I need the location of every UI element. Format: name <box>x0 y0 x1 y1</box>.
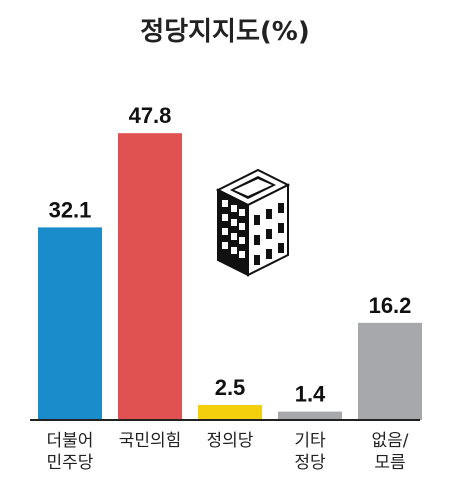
category-label-4-0: 없음/ <box>371 431 408 451</box>
category-label-3-0: 기타 <box>294 431 326 451</box>
value-label-1: 47.8 <box>129 103 172 128</box>
bar-4 <box>358 322 422 420</box>
bar-1 <box>118 133 182 420</box>
category-label-1-0: 국민의힘 <box>119 431 182 451</box>
value-label-4: 16.2 <box>369 293 412 318</box>
value-label-3: 1.4 <box>295 382 326 407</box>
category-label-0-0: 더불어 <box>47 431 94 451</box>
value-labels-group: 32.1 47.8 2.5 1.4 16.2 <box>49 103 412 406</box>
category-label-0-1: 민주당 <box>47 453 94 473</box>
bar-0 <box>38 227 102 420</box>
category-label-3-1: 정당 <box>294 453 326 473</box>
bar-2 <box>198 405 262 420</box>
bars-group <box>38 133 422 420</box>
category-label-2-0: 정의당 <box>207 431 254 451</box>
value-label-0: 32.1 <box>49 197 92 222</box>
chart-title: 정당지지도(%) <box>140 17 309 47</box>
value-label-2: 2.5 <box>215 375 246 400</box>
category-label-4-1: 모름 <box>374 453 405 473</box>
bar-3 <box>278 411 342 420</box>
building-icon <box>215 168 291 277</box>
